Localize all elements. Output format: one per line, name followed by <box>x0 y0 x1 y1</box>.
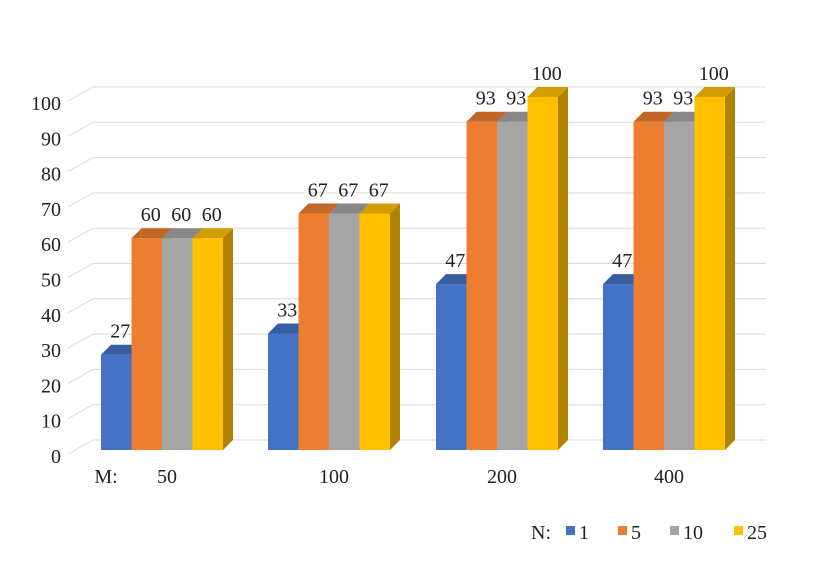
y-tick-label: 60 <box>41 234 61 256</box>
legend-entry-label: 1 <box>579 522 589 544</box>
y-tick-label: 40 <box>41 305 61 327</box>
y-tick-label: 20 <box>41 375 61 397</box>
bar <box>298 213 329 450</box>
bar <box>101 354 132 450</box>
legend: N: 1 5 10 25 <box>531 522 767 544</box>
x-axis: M: 50 100 200 400 <box>94 466 684 488</box>
y-tick-label: 100 <box>31 93 61 115</box>
bar-top <box>436 274 477 285</box>
y-tick-label: 90 <box>41 128 61 150</box>
data-label: 93 <box>673 88 693 110</box>
bar-top <box>497 111 538 122</box>
bar <box>527 97 558 450</box>
gridline-side <box>67 298 94 314</box>
bar <box>436 284 467 450</box>
bar <box>162 238 193 450</box>
bar-top <box>162 228 203 239</box>
bar-top <box>268 323 309 334</box>
legend-swatch <box>734 526 743 535</box>
data-label: 47 <box>445 250 465 272</box>
y-tick-label: 10 <box>41 411 61 433</box>
bar <box>466 121 497 451</box>
bar-top <box>359 203 400 214</box>
x-tick-label: 200 <box>487 466 517 488</box>
bar <box>359 213 390 450</box>
bar-side <box>558 87 568 450</box>
legend-entry-label: 5 <box>631 522 641 544</box>
bar-top <box>664 111 705 122</box>
legend-title: N: <box>531 522 551 544</box>
bars <box>101 87 735 451</box>
data-label: 93 <box>643 88 663 110</box>
gridline-side <box>67 157 94 173</box>
y-tick-label: 50 <box>41 270 61 292</box>
y-tick-label: 70 <box>41 199 61 221</box>
data-label: 60 <box>202 204 222 226</box>
bar <box>497 121 528 451</box>
gridline-side <box>67 227 94 243</box>
data-label: 60 <box>171 204 191 226</box>
y-axis-ticks: 0 10 20 30 40 50 60 70 80 90 100 <box>31 93 61 468</box>
data-label: 100 <box>532 63 562 85</box>
y-tick-label: 0 <box>51 446 61 468</box>
bar-side <box>725 87 735 450</box>
data-label: 67 <box>338 179 358 201</box>
legend-entry-label: 10 <box>683 522 703 544</box>
data-label: 60 <box>141 204 161 226</box>
gridline-side <box>67 404 94 420</box>
bar-top <box>298 203 339 214</box>
bar-top <box>527 87 568 97</box>
legend-entry-label: 25 <box>747 522 767 544</box>
legend-swatch <box>566 526 575 535</box>
gridline-side <box>67 192 94 208</box>
data-labels: 27 60 60 60 33 67 67 67 47 93 93 100 47 93 93 100 <box>110 63 729 343</box>
gridline-side <box>67 439 94 455</box>
bar-side <box>223 228 233 450</box>
bar-top <box>329 203 370 214</box>
data-label: 47 <box>612 250 632 272</box>
bar <box>664 121 695 451</box>
bar-side <box>390 203 400 450</box>
gridline-side <box>67 368 94 384</box>
gridline-side <box>67 121 94 137</box>
bar-top <box>694 87 735 97</box>
gridline-side <box>67 263 94 278</box>
x-tick-label: 400 <box>654 466 684 488</box>
bar <box>329 213 360 450</box>
bar <box>131 238 162 450</box>
data-label: 27 <box>110 321 130 343</box>
data-label: 67 <box>369 179 389 201</box>
bar <box>192 238 223 450</box>
bar-top <box>633 111 674 122</box>
x-tick-label: 100 <box>319 466 349 488</box>
bar-top <box>192 228 233 239</box>
x-axis-title: M: <box>94 466 117 488</box>
bar <box>633 121 664 451</box>
x-tick-label: 50 <box>157 466 177 488</box>
bar-top <box>131 228 172 239</box>
bar-top <box>603 274 644 285</box>
bar <box>268 333 299 450</box>
legend-swatch <box>618 526 627 535</box>
gridline-side <box>67 333 94 349</box>
bar <box>694 97 725 450</box>
y-tick-label: 80 <box>41 164 61 186</box>
data-label: 67 <box>308 179 328 201</box>
legend-swatch <box>670 526 679 535</box>
bar-top <box>101 344 142 355</box>
bar-top <box>466 111 507 122</box>
data-label: 100 <box>699 63 729 85</box>
y-tick-label: 30 <box>41 340 61 362</box>
data-label: 93 <box>476 88 496 110</box>
bar <box>603 284 634 450</box>
gridline-side <box>67 86 94 102</box>
data-label: 33 <box>277 300 297 322</box>
data-label: 93 <box>506 88 526 110</box>
